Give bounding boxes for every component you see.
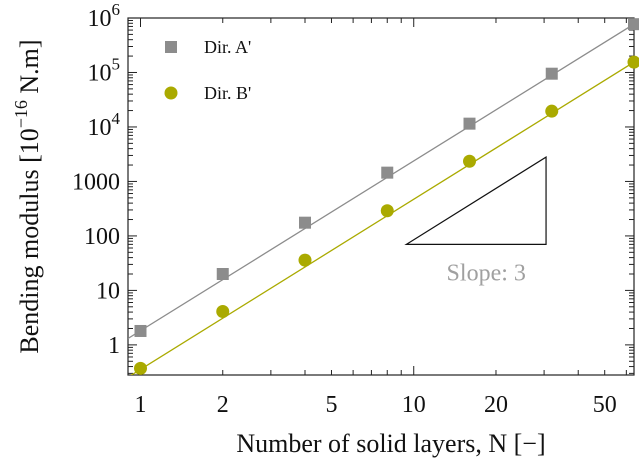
legend-label: Dir. B' (204, 83, 251, 103)
y-tick-label: 1000 (72, 169, 120, 195)
x-axis-label: Number of solid layers, N [−] (236, 429, 545, 458)
x-tick-label: 50 (593, 392, 617, 418)
y-tick-label: 105 (88, 54, 121, 86)
data-point-dir-a (135, 325, 147, 337)
y-axis-label: Bending modulus [10−16 N.m] (11, 39, 44, 353)
y-tick-label: 104 (88, 109, 121, 141)
data-point-dir-b (381, 204, 394, 217)
legend-marker-square (165, 41, 177, 53)
x-tick-label: 1 (135, 392, 147, 418)
data-point-dir-b (463, 155, 476, 168)
fit-line-dir-a (128, 24, 634, 338)
fit-line-dir-b (128, 62, 634, 377)
data-point-dir-a (217, 268, 229, 280)
data-point-dir-b (216, 305, 229, 318)
x-tick-label: 10 (402, 392, 426, 418)
data-point-dir-a (381, 167, 393, 179)
y-tick-label: 1 (108, 333, 120, 359)
y-tick-label: 100 (84, 224, 120, 250)
data-point-dir-a (299, 217, 311, 229)
slope-triangle (406, 157, 546, 244)
data-point-dir-a (628, 18, 639, 30)
data-point-dir-b (628, 56, 639, 69)
y-tick-label: 106 (88, 0, 121, 32)
x-tick-label: 5 (325, 392, 337, 418)
x-tick-label: 20 (484, 392, 508, 418)
slope-annotation: Slope: 3 (447, 260, 526, 286)
data-point-dir-a (546, 68, 558, 80)
data-point-dir-b (299, 254, 312, 267)
y-tick-label: 10 (96, 278, 120, 304)
data-point-dir-b (545, 105, 558, 118)
legend-marker-circle (165, 87, 178, 100)
data-point-dir-a (464, 118, 476, 130)
data-point-dir-b (134, 362, 147, 375)
x-tick-label: 2 (217, 392, 229, 418)
legend-label: Dir. A' (204, 37, 251, 57)
